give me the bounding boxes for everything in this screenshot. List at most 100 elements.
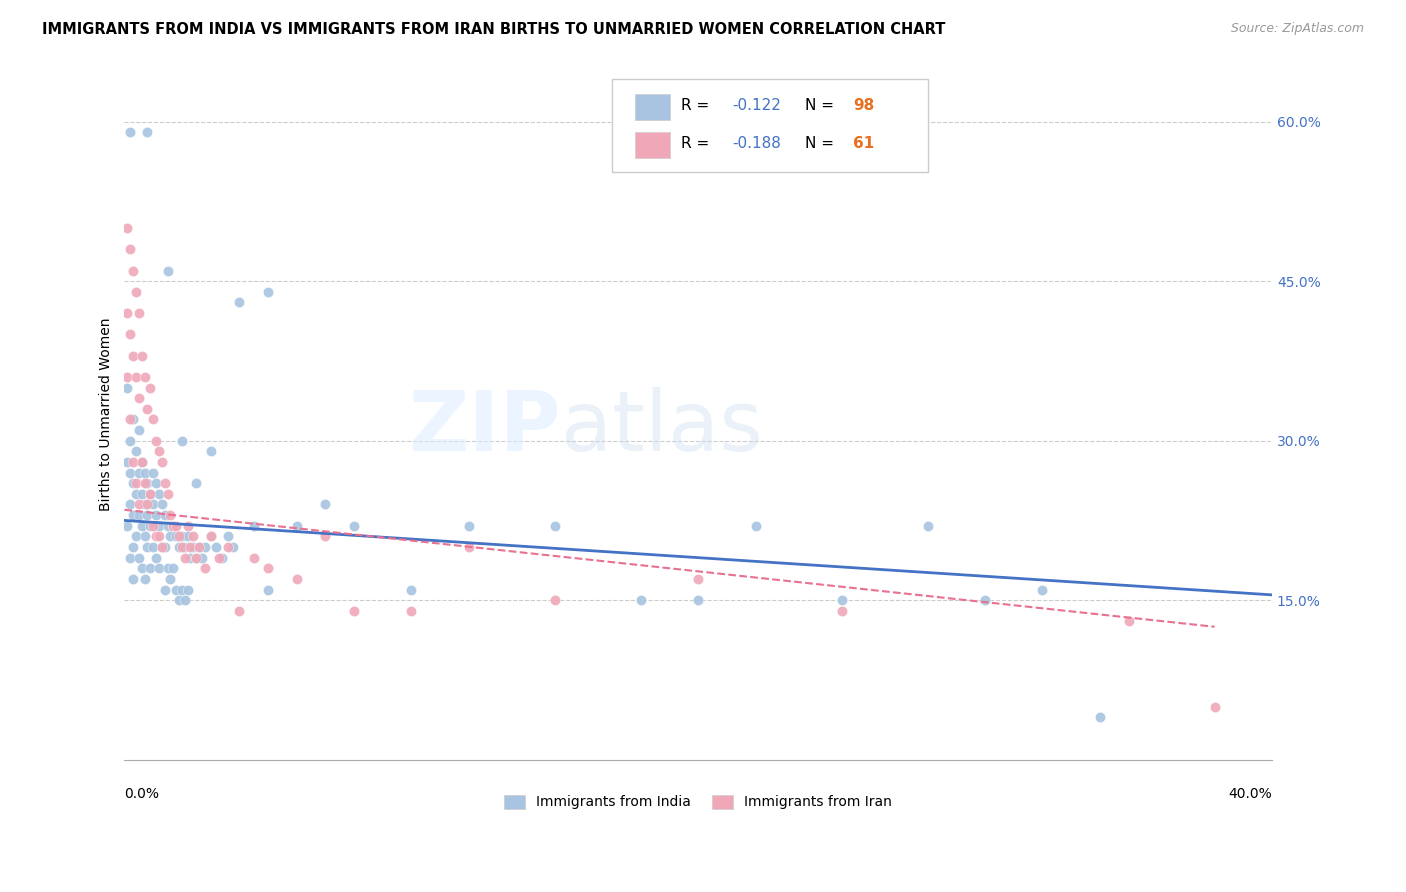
- Point: [179, 540, 201, 554]
- Point: [176, 582, 198, 597]
- Point: [257, 582, 280, 597]
- Point: [136, 498, 159, 512]
- Point: [917, 518, 939, 533]
- Point: [128, 391, 150, 405]
- Point: [142, 412, 165, 426]
- Point: [167, 593, 190, 607]
- Point: [131, 487, 153, 501]
- Text: ZIP: ZIP: [408, 387, 561, 468]
- Point: [165, 529, 187, 543]
- Text: 61: 61: [853, 136, 875, 151]
- FancyBboxPatch shape: [636, 94, 669, 120]
- Point: [194, 561, 217, 575]
- Point: [117, 370, 139, 384]
- Point: [131, 455, 153, 469]
- Point: [974, 593, 997, 607]
- Point: [162, 561, 184, 575]
- Point: [136, 540, 159, 554]
- Point: [120, 327, 142, 342]
- Point: [131, 518, 153, 533]
- Point: [125, 444, 148, 458]
- Text: N =: N =: [804, 97, 839, 112]
- Point: [120, 434, 142, 448]
- Point: [120, 242, 142, 256]
- Point: [122, 476, 145, 491]
- Point: [120, 412, 142, 426]
- Point: [128, 508, 150, 522]
- Point: [457, 518, 479, 533]
- FancyBboxPatch shape: [636, 132, 669, 159]
- Point: [688, 572, 710, 586]
- Point: [257, 561, 280, 575]
- Point: [181, 529, 204, 543]
- Point: [285, 518, 308, 533]
- Point: [181, 540, 204, 554]
- Point: [744, 518, 766, 533]
- Point: [148, 561, 170, 575]
- Text: atlas: atlas: [561, 387, 762, 468]
- Text: R =: R =: [681, 97, 714, 112]
- Point: [156, 518, 179, 533]
- Point: [1204, 699, 1226, 714]
- Point: [145, 508, 167, 522]
- Point: [134, 498, 156, 512]
- Point: [176, 518, 198, 533]
- Point: [170, 529, 193, 543]
- Point: [125, 487, 148, 501]
- Point: [170, 582, 193, 597]
- Text: 40.0%: 40.0%: [1229, 787, 1272, 801]
- Point: [122, 263, 145, 277]
- Point: [128, 550, 150, 565]
- Point: [117, 380, 139, 394]
- Point: [167, 540, 190, 554]
- Point: [457, 540, 479, 554]
- Point: [544, 518, 567, 533]
- Point: [150, 540, 173, 554]
- Point: [120, 125, 142, 139]
- Point: [191, 550, 214, 565]
- Point: [150, 540, 173, 554]
- Point: [120, 498, 142, 512]
- Text: 0.0%: 0.0%: [125, 787, 159, 801]
- Point: [136, 401, 159, 416]
- Point: [125, 476, 148, 491]
- Point: [200, 444, 222, 458]
- Point: [131, 455, 153, 469]
- Point: [217, 529, 239, 543]
- Point: [148, 529, 170, 543]
- Point: [186, 476, 208, 491]
- Point: [630, 593, 652, 607]
- Point: [139, 380, 162, 394]
- Legend: Immigrants from India, Immigrants from Iran: Immigrants from India, Immigrants from I…: [499, 789, 897, 815]
- Point: [145, 550, 167, 565]
- Point: [194, 540, 217, 554]
- Point: [117, 221, 139, 235]
- Point: [125, 285, 148, 299]
- Point: [122, 572, 145, 586]
- Point: [136, 476, 159, 491]
- Point: [170, 540, 193, 554]
- Point: [128, 306, 150, 320]
- Point: [134, 476, 156, 491]
- Point: [200, 529, 222, 543]
- Text: -0.122: -0.122: [733, 97, 782, 112]
- Point: [142, 518, 165, 533]
- Point: [162, 518, 184, 533]
- Point: [1118, 615, 1140, 629]
- Point: [134, 370, 156, 384]
- Point: [128, 498, 150, 512]
- Point: [156, 263, 179, 277]
- Point: [211, 550, 233, 565]
- Point: [165, 582, 187, 597]
- Point: [159, 508, 181, 522]
- Point: [131, 561, 153, 575]
- Text: R =: R =: [681, 136, 714, 151]
- Point: [176, 529, 198, 543]
- Text: -0.188: -0.188: [733, 136, 782, 151]
- Text: Source: ZipAtlas.com: Source: ZipAtlas.com: [1230, 22, 1364, 36]
- Point: [117, 455, 139, 469]
- Point: [122, 508, 145, 522]
- Point: [150, 455, 173, 469]
- Point: [242, 518, 264, 533]
- Point: [544, 593, 567, 607]
